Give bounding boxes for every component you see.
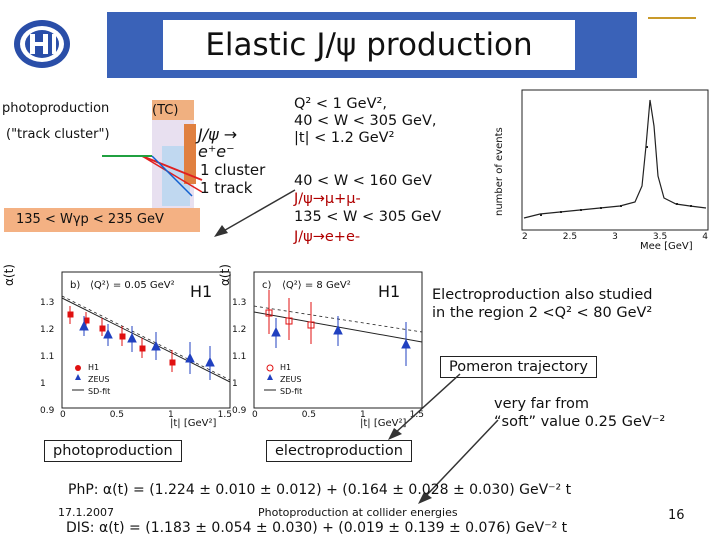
page-title: Elastic J/ψ production [163, 20, 575, 70]
plot-c-panel: c) [262, 280, 272, 291]
plot-b-legend-item: SD-fit [88, 387, 111, 396]
plot-b-xtick: 0 [60, 410, 66, 420]
electro-note-line2: in the region 2 <Q² < 80 GeV² [432, 305, 653, 321]
plot-c-ylabel: α(t) [218, 264, 232, 286]
cut-q2: Q² < 1 GeV², [294, 96, 387, 112]
event-cluster-label: 1 cluster [200, 161, 266, 179]
mass-plot: number of events 2 2.5 3 3.5 4 Mee [GeV] [494, 86, 718, 256]
plot-c-xlabel: |t| [GeV²] [360, 418, 407, 429]
plot-b-xtick: 1 [167, 410, 174, 420]
plot-c-xtick: 1 [359, 410, 366, 420]
cut-t: |t| < 1.2 GeV² [294, 130, 395, 146]
mass-plot-xticks: 2 2.5 3 3.5 4 [522, 232, 708, 242]
electroproduction-label: electroproduction [266, 440, 412, 462]
photoproduction-label: photoproduction [44, 440, 182, 462]
plot-c-ytick: 1.3 [232, 298, 247, 308]
plot-c-xticks: 0 0.5 1 1.5 [252, 410, 424, 420]
mass-xtick: 3 [612, 232, 618, 242]
soft-note-line1: very far from [494, 396, 589, 412]
plot-b-panel: b) [70, 280, 81, 291]
plot-b-ytick: 1 [40, 379, 46, 389]
mass-xtick: 2 [522, 232, 528, 242]
plot-b-xtick: 1.5 [217, 410, 232, 420]
event-label-photoproduction: photoproduction [2, 101, 110, 116]
plot-b-ytick: 0.9 [40, 406, 55, 416]
arrow-to-event [214, 189, 296, 237]
mass-plot-ylabel: number of events [494, 127, 505, 216]
plot-c-legend-item: SD-fit [280, 387, 303, 396]
page-number: 16 [668, 508, 685, 523]
plot-c-condition: ⟨Q²⟩ = 8 GeV² [282, 280, 351, 291]
plot-b-ylabel: α(t) [2, 264, 16, 286]
electro-note-line1: Electroproduction also studied [432, 287, 653, 303]
plot-c-ytick: 1.1 [232, 352, 247, 362]
plot-b-legend-item: ZEUS [88, 375, 110, 384]
mu-w-range: 40 < W < 160 GeV [294, 173, 432, 189]
event-reaction: J/ψ → e⁺e⁻ [198, 125, 238, 161]
footer-title: Photoproduction at collider energies [258, 506, 458, 519]
plot-c-legend-item: H1 [280, 363, 292, 372]
event-w-range: 135 < Wγp < 235 GeV [16, 212, 164, 227]
plot-b-xtick: 0.5 [109, 410, 125, 420]
e-decay: J/ψ→e+e- [294, 229, 361, 245]
plot-c-xtick: 0 [252, 410, 258, 420]
plot-b-legend: H1 ZEUS SD-fit [88, 362, 110, 398]
plot-c-ytick: 1 [232, 379, 238, 389]
plot-c-ytick: 1.2 [232, 325, 247, 335]
plot-c-legend-item: ZEUS [280, 375, 302, 384]
mass-plot-xlabel: Mee [GeV] [640, 241, 693, 252]
h1-logo [10, 16, 74, 72]
plot-c-yticks: 1.3 1.2 1.1 1 0.9 [232, 290, 246, 425]
mass-xtick: 4 [702, 232, 708, 242]
plot-b-ytick: 1.1 [40, 352, 55, 362]
mass-xtick: 3.5 [652, 232, 668, 242]
plot-b-legend-item: H1 [88, 363, 100, 372]
plot-b-yticks: 1.3 1.2 1.1 1 0.9 [40, 290, 54, 425]
pomeron-trajectory-label: Pomeron trajectory [440, 356, 598, 378]
top-rule [648, 17, 696, 19]
mu-decay: J/ψ→μ+μ- [294, 191, 361, 207]
event-track-label: 1 track [200, 179, 253, 197]
plot-c-xtick: 1.5 [409, 410, 424, 420]
soft-note-line2: “soft” value 0.25 GeV⁻² [494, 414, 666, 430]
event-display: photoproduction ("track cluster") (TC) J… [2, 96, 274, 236]
plot-b-xticks: 0 0.5 1 1.5 [60, 410, 232, 420]
plot-b-ytick: 1.2 [40, 325, 55, 335]
plot-c-xtick: 0.5 [301, 410, 317, 420]
plot-b-condition: ⟨Q²⟩ = 0.05 GeV² [90, 280, 175, 291]
mass-xtick: 2.5 [562, 232, 578, 242]
title-frame: Elastic J/ψ production [107, 12, 637, 78]
php-formula: PhP: α(t) = (1.224 ± 0.010 ± 0.012) + (0… [68, 482, 572, 498]
plot-b-h1: H1 [190, 282, 213, 301]
plot-b-xlabel: |t| [GeV²] [170, 418, 217, 429]
event-label-track-cluster: ("track cluster") [6, 127, 110, 142]
plot-b-ytick: 1.3 [40, 298, 55, 308]
cut-w: 40 < W < 305 GeV, [294, 113, 437, 129]
plot-c-h1: H1 [378, 282, 401, 301]
e-w-range: 135 < W < 305 GeV [294, 209, 442, 225]
plot-c-legend: H1 ZEUS SD-fit [280, 362, 302, 398]
plot-c-ytick: 0.9 [232, 406, 247, 416]
alpha-plot-electroproduction: c) ⟨Q²⟩ = 8 GeV² H1 α(t) 1.3 1.2 1.1 1 0… [218, 262, 432, 429]
arrows-to-formulas [388, 373, 499, 504]
event-label-tc: (TC) [152, 103, 179, 118]
alpha-plot-photoproduction: b) ⟨Q²⟩ = 0.05 GeV² H1 α(t) 1.3 1.2 1.1 … [2, 262, 240, 429]
footer-date: 17.1.2007 [58, 506, 114, 519]
dis-formula: DIS: α(t) = (1.183 ± 0.054 ± 0.030) + (0… [66, 520, 568, 536]
